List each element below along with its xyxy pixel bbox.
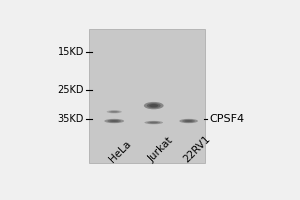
Ellipse shape (149, 104, 158, 107)
Ellipse shape (147, 103, 161, 108)
Bar (89, 29, 205, 163)
Ellipse shape (150, 122, 158, 123)
Text: CPSF4: CPSF4 (210, 114, 245, 124)
Ellipse shape (110, 120, 119, 122)
Text: 25KD: 25KD (58, 85, 84, 95)
Ellipse shape (109, 111, 119, 113)
Ellipse shape (147, 121, 160, 124)
Ellipse shape (145, 121, 163, 124)
Ellipse shape (104, 119, 124, 123)
Text: Jurkat: Jurkat (147, 136, 175, 164)
Ellipse shape (179, 119, 198, 123)
Text: 15KD: 15KD (58, 47, 84, 57)
Ellipse shape (184, 120, 193, 122)
Ellipse shape (107, 110, 122, 113)
Ellipse shape (182, 120, 195, 123)
Ellipse shape (107, 120, 121, 123)
Text: 35KD: 35KD (58, 114, 84, 124)
Ellipse shape (144, 102, 164, 109)
Text: 22RV1: 22RV1 (182, 133, 212, 164)
Text: HeLa: HeLa (107, 139, 133, 164)
Ellipse shape (111, 111, 118, 112)
